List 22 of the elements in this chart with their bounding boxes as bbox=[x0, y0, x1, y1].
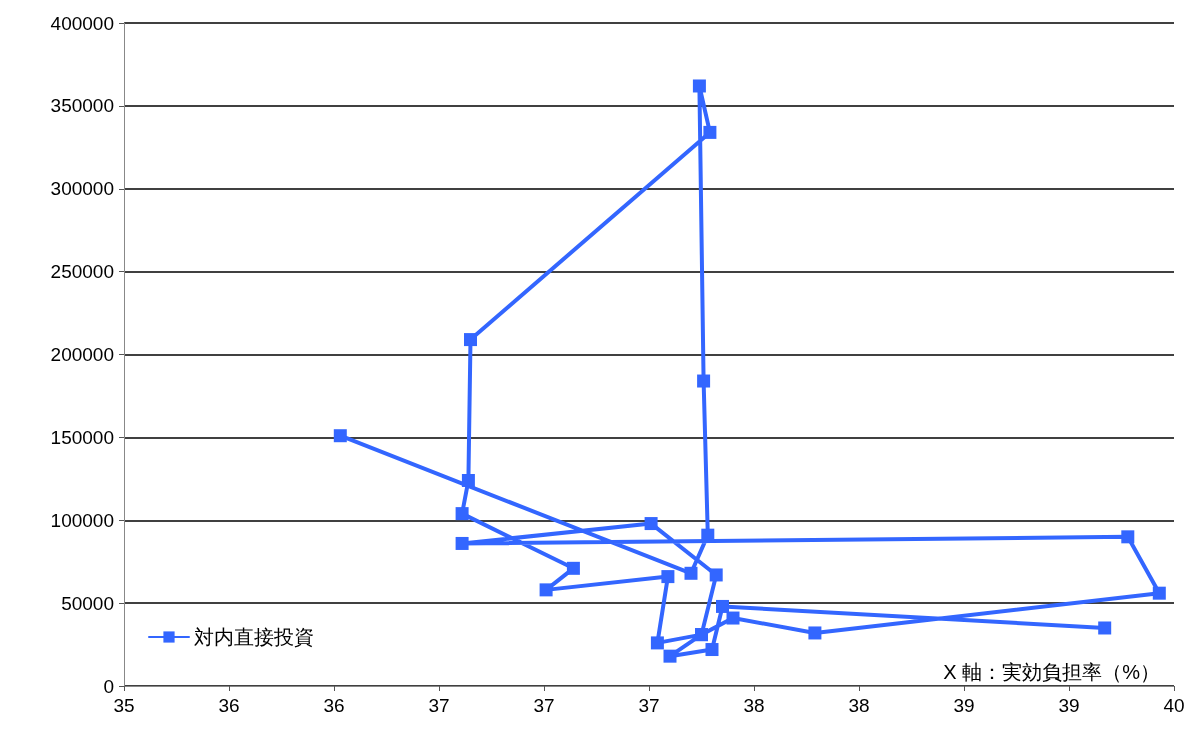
x-tick-label: 37 bbox=[638, 695, 660, 716]
annotation: X 軸：実効負担率（%） bbox=[943, 661, 1161, 683]
x-tick-label: 37 bbox=[428, 695, 450, 716]
x-tick-label: 39 bbox=[953, 695, 975, 716]
y-tick-label: 400000 bbox=[50, 12, 114, 34]
x-tick-label: 40 bbox=[1163, 695, 1185, 716]
y-tick-label: 0 bbox=[103, 675, 114, 697]
x-tick-label: 38 bbox=[743, 695, 765, 716]
y-tick-label: 200000 bbox=[50, 344, 114, 365]
y-tick-label: 250000 bbox=[50, 261, 114, 283]
y-tick-label: 50000 bbox=[61, 592, 114, 614]
x-tick-label: 39 bbox=[1058, 695, 1080, 716]
legend-label: 対内直接投資 bbox=[194, 626, 314, 648]
x-tick-label: 36 bbox=[323, 695, 345, 716]
y-tick-label: 150000 bbox=[50, 426, 114, 448]
y-tick-label: 300000 bbox=[50, 178, 114, 200]
x-tick-label: 35 bbox=[113, 695, 135, 716]
x-tick-label: 37 bbox=[533, 695, 555, 716]
x-tick-label: 38 bbox=[848, 695, 870, 716]
y-tick-label: 350000 bbox=[50, 95, 114, 117]
x-tick-label: 36 bbox=[218, 695, 240, 716]
y-tick-label: 100000 bbox=[50, 509, 114, 531]
